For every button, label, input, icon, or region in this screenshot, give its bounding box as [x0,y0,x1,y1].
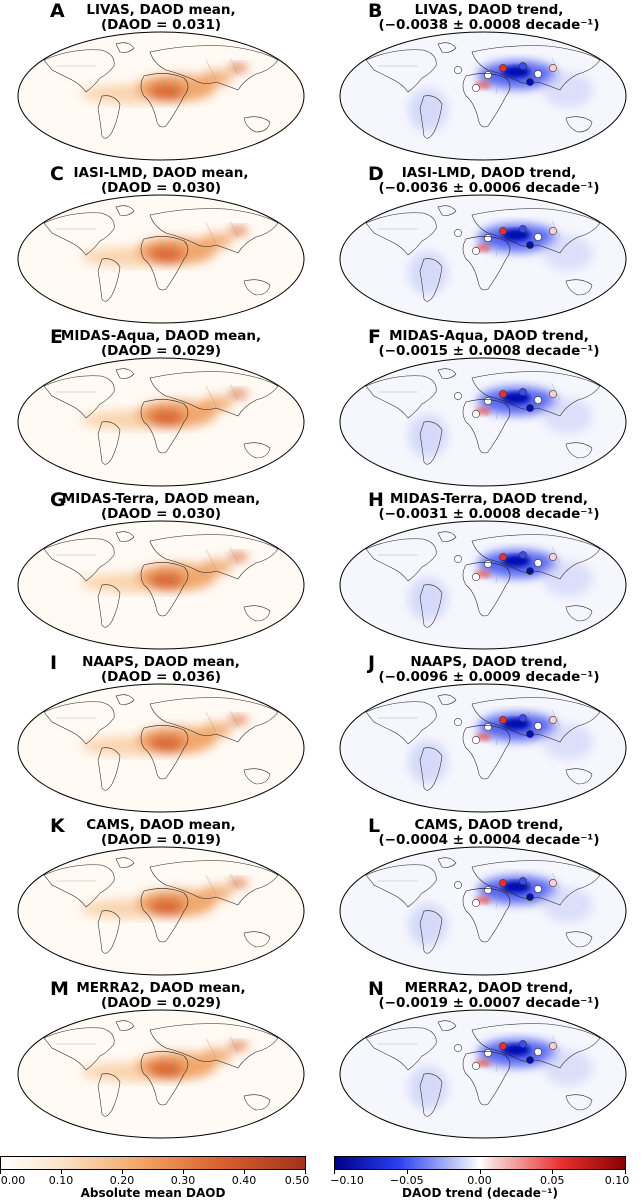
colorbar-tick-label: 0.10 [48,1174,74,1187]
colorbar-tick-label: 0.40 [231,1174,257,1187]
daod-trend-map [339,31,627,161]
mean-colorbar-label: Absolute mean DAOD [80,1186,226,1200]
panel-title: LIVAS, DAOD trend, [414,2,564,18]
map-panel-k: K CAMS, DAOD mean, (DAOD = 0.019) [0,815,322,978]
mean-daod-map [17,357,305,487]
map-panel-g: G MIDAS-Terra, DAOD mean, (DAOD = 0.030) [0,489,322,652]
panel-letter: H [368,489,384,511]
mean-daod-map [17,194,305,324]
colorbar-tick [479,1169,481,1174]
colorbar-tick-label: −0.05 [389,1174,424,1187]
map-panel-l: L CAMS, DAOD trend, (−0.0004 ± 0.0004 deca… [322,815,644,978]
panel-subtitle: (DAOD = 0.029) [100,995,222,1011]
daod-trend-map [339,846,627,976]
panel-title: NAAPS, DAOD trend, [410,654,568,670]
panel-title: MERRA2, DAOD trend, [404,980,574,996]
panel-subtitle: (DAOD = 0.029) [100,343,222,359]
panel-subtitle: (−0.0004 ± 0.0004 decade⁻¹) [378,832,600,848]
trend-colorbar-label: DAOD trend (decade⁻¹) [402,1186,558,1200]
panel-subtitle: (DAOD = 0.031) [100,17,222,33]
panel-letter: M [50,978,69,1000]
mean-daod-map [17,1009,305,1139]
panel-title: MERRA2, DAOD mean, [76,980,246,996]
panel-letter: C [50,163,64,185]
map-panel-f: F MIDAS-Aqua, DAOD trend, (−0.0015 ± 0.000… [322,326,644,489]
panel-title: CAMS, DAOD mean, [86,817,236,833]
colorbar-tick-label: 0.50 [284,1174,310,1187]
panel-title: NAAPS, DAOD mean, [82,654,240,670]
panel-title: MIDAS-Aqua, DAOD mean, [60,328,262,344]
panel-title: LIVAS, DAOD mean, [86,2,236,18]
panel-letter: B [368,0,383,22]
panel-title: MIDAS-Aqua, DAOD trend, [389,328,589,344]
panel-subtitle: (−0.0036 ± 0.0006 decade⁻¹) [378,180,600,196]
colorbar-tick-label: 0.00 [0,1174,26,1187]
map-panel-e: E MIDAS-Aqua, DAOD mean, (DAOD = 0.029) [0,326,322,489]
panel-title: CAMS, DAOD trend, [414,817,564,833]
daod-trend-map [339,520,627,650]
mean-daod-map [17,31,305,161]
panel-title: IASI-LMD, DAOD mean, [73,165,249,181]
panel-letter: A [50,0,65,22]
map-panel-i: I NAAPS, DAOD mean, (DAOD = 0.036) [0,652,322,815]
daod-trend-map [339,357,627,487]
panel-subtitle: (−0.0019 ± 0.0007 decade⁻¹) [378,995,600,1011]
colorbar-tick-label: 0.20 [109,1174,135,1187]
panel-letter: L [368,815,381,837]
colorbar-tick-label: 0.30 [170,1174,196,1187]
colorbar-tick [122,1169,123,1174]
trend-colorbar [334,1156,626,1170]
panel-letter: G [50,489,66,511]
map-panel-c: C IASI-LMD, DAOD mean, (DAOD = 0.030) [0,163,322,326]
panel-letter: N [368,978,384,1000]
daod-trend-map [339,683,627,813]
panel-subtitle: (DAOD = 0.030) [100,506,222,522]
colorbar-tick-label: −0.10 [330,1174,364,1187]
panel-title: IASI-LMD, DAOD trend, [401,165,577,181]
panel-letter: K [50,815,65,837]
map-panel-j: J NAAPS, DAOD trend, (−0.0096 ± 0.0009 dec… [322,652,644,815]
panel-subtitle: (−0.0015 ± 0.0008 decade⁻¹) [378,343,600,359]
panel-subtitle: (−0.0038 ± 0.0008 decade⁻¹) [378,17,600,33]
panel-subtitle: (DAOD = 0.019) [100,832,222,848]
colorbar-tick-label: 0.05 [540,1174,565,1187]
colorbar-tick [625,1169,626,1174]
colorbar-tick [552,1169,554,1174]
colorbar-tick [244,1169,245,1174]
panel-subtitle: (−0.0096 ± 0.0009 decade⁻¹) [378,669,600,685]
panel-letter: J [368,652,376,674]
map-panel-b: B LIVAS, DAOD trend, (−0.0038 ± 0.0008 dec… [322,0,644,163]
mean-colorbar [0,1156,306,1170]
panel-letter: F [368,326,381,348]
map-panel-a: A LIVAS, DAOD mean, (DAOD = 0.031) [0,0,322,163]
panel-subtitle: (DAOD = 0.030) [100,180,222,196]
panel-letter: E [50,326,63,348]
panel-title: MIDAS-Terra, DAOD trend, [390,491,588,507]
map-panel-m: M MERRA2, DAOD mean, (DAOD = 0.029) [0,978,322,1141]
map-panel-n: N MERRA2, DAOD trend, (−0.0019 ± 0.0007 de… [322,978,644,1141]
daod-trend-map [339,1009,627,1139]
colorbar-tick [61,1169,62,1174]
map-panel-d: D IASI-LMD, DAOD trend, (−0.0036 ± 0.0006 … [322,163,644,326]
mean-daod-map [17,846,305,976]
panel-subtitle: (DAOD = 0.036) [100,669,222,685]
mean-daod-map [17,520,305,650]
colorbar-tick [334,1169,335,1174]
mean-daod-map [17,683,305,813]
colorbar-tick [183,1169,184,1174]
colorbar-tick-label: 0.10 [604,1174,630,1187]
colorbar-tick-label: 0.00 [467,1174,492,1187]
panel-subtitle: (−0.0031 ± 0.0008 decade⁻¹) [378,506,600,522]
colorbar-tick [305,1169,306,1174]
colorbar-tick [406,1169,408,1174]
colorbar-tick [0,1169,1,1174]
panel-letter: D [368,163,384,185]
map-panel-h: H MIDAS-Terra, DAOD trend, (−0.0031 ± 0.00… [322,489,644,652]
daod-trend-map [339,194,627,324]
panel-letter: I [50,652,58,674]
panel-title: MIDAS-Terra, DAOD mean, [61,491,261,507]
